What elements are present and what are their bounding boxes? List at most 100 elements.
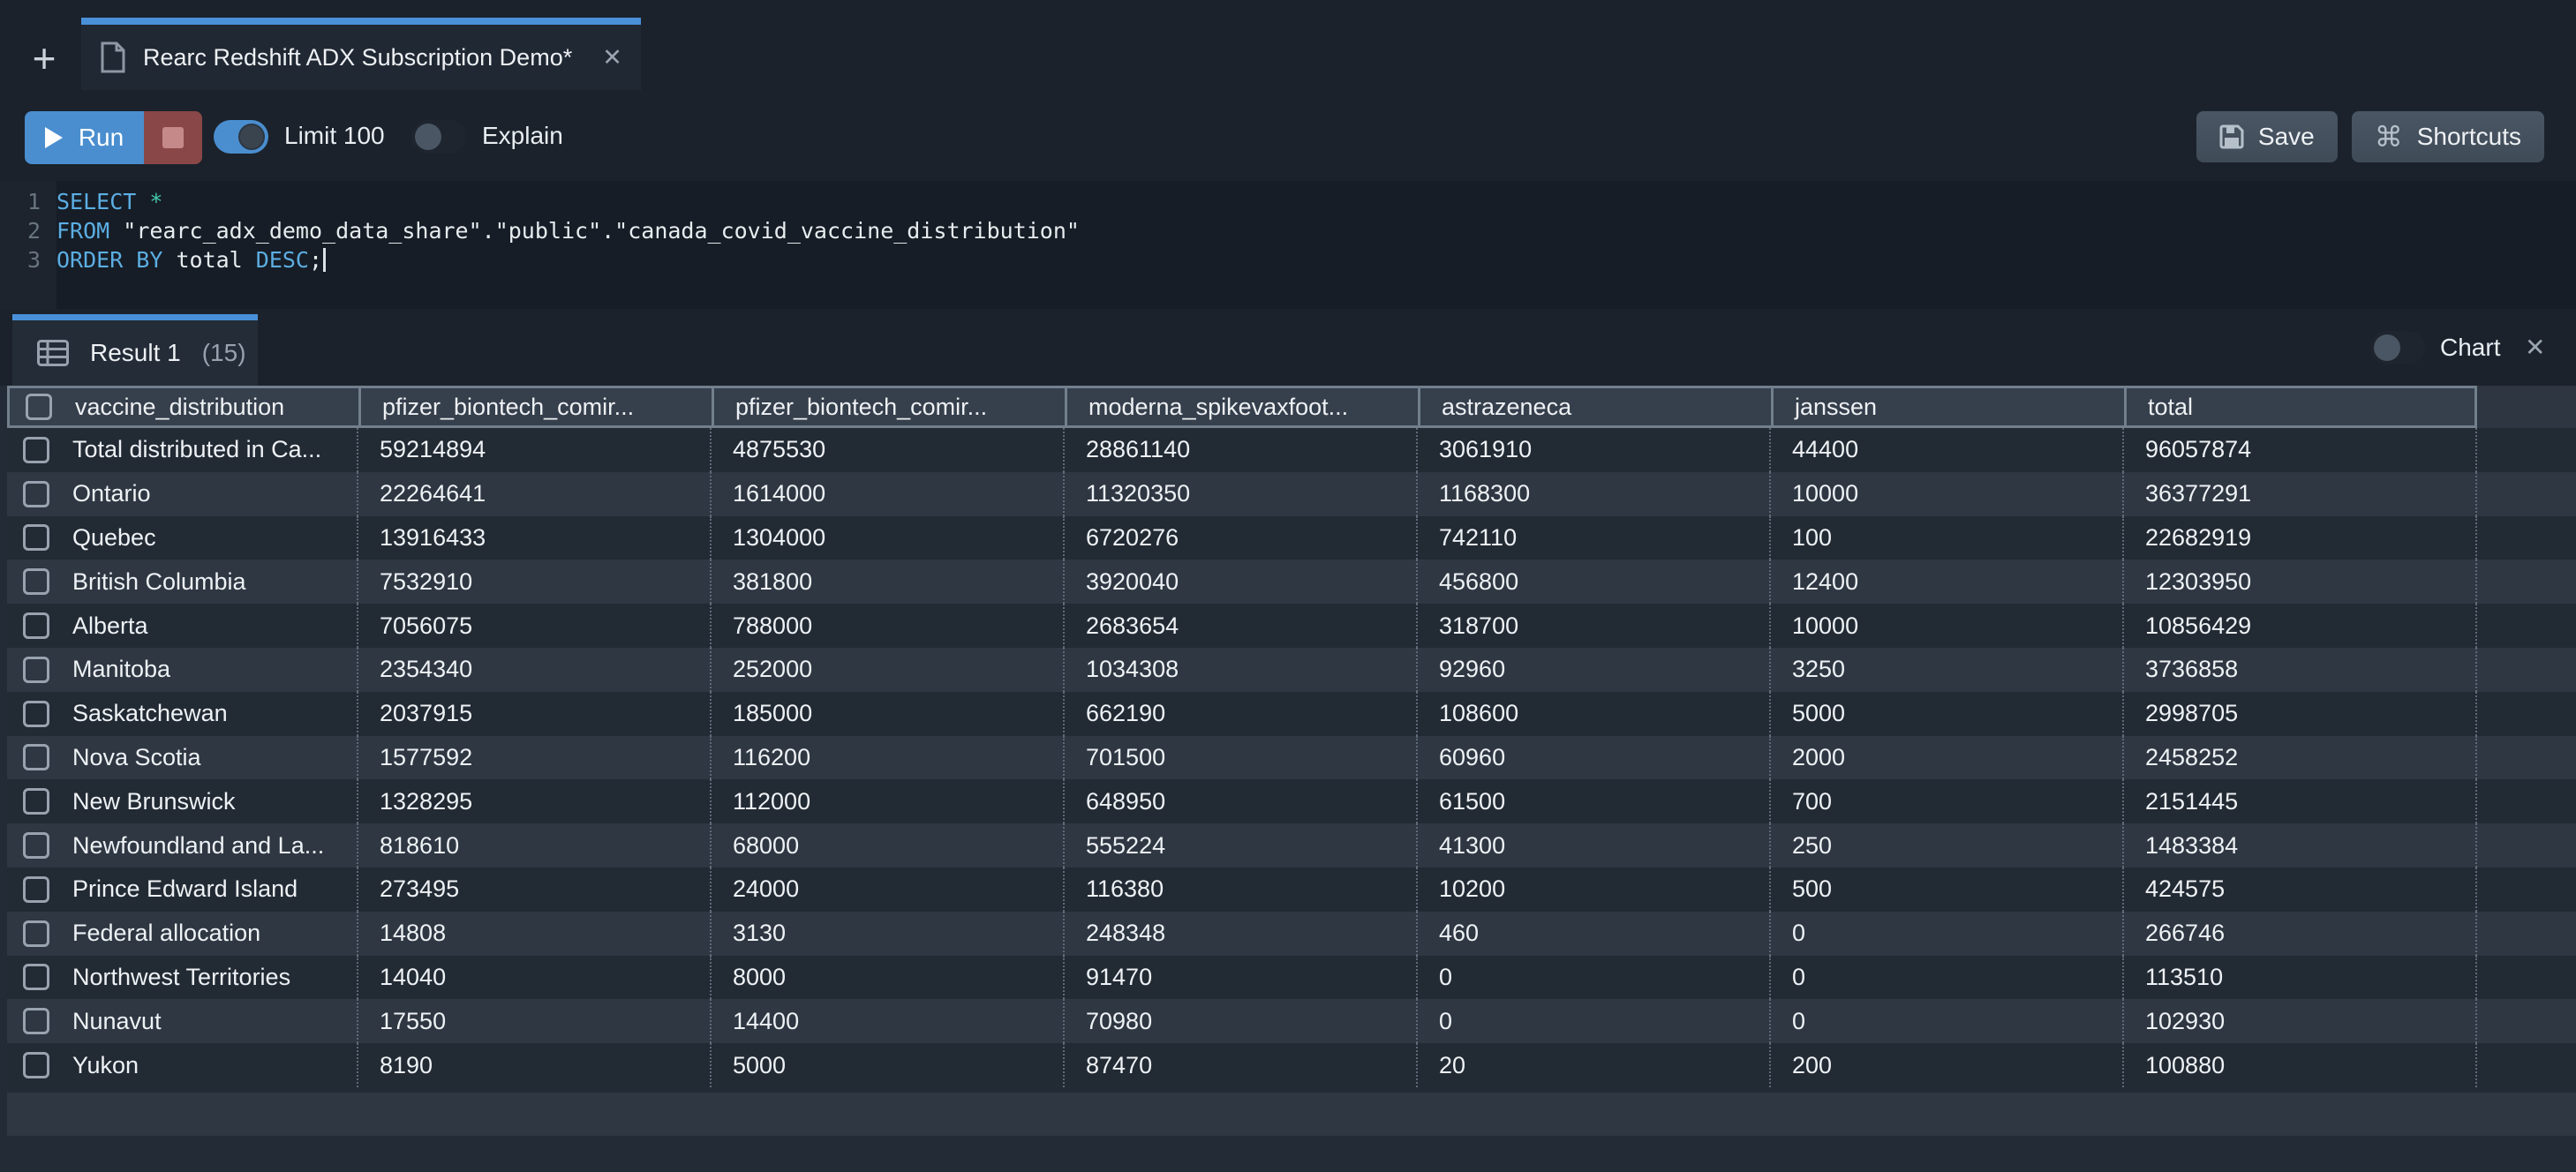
cell-text: 0: [1792, 963, 1806, 990]
row-checkbox[interactable]: [23, 1052, 49, 1079]
row-checkbox[interactable]: [23, 480, 49, 507]
table-row[interactable]: Federal allocation 14808 3130 248348 460 0 266…: [7, 911, 2576, 956]
table-footer-strip: [7, 1093, 2576, 1136]
column-header[interactable]: pfizer_biontech_comir...: [712, 386, 1065, 428]
cell-text: 116380: [1086, 875, 1164, 903]
cell-region-name: Saskatchewan: [7, 691, 358, 736]
row-checkbox[interactable]: [23, 568, 49, 596]
cell-value: 500: [1771, 867, 2124, 912]
results-table-header: vaccine_distribution pfizer_biontech_com…: [7, 386, 2576, 428]
cell-text: Saskatchewan: [72, 700, 228, 727]
row-checkbox[interactable]: [23, 656, 49, 683]
table-row[interactable]: Quebec 13916433 1304000 6720276 742110 100 226…: [7, 515, 2576, 560]
shortcuts-button[interactable]: ⌘ Shortcuts: [2351, 111, 2544, 162]
row-checkbox[interactable]: [23, 920, 49, 947]
limit-100-toggle[interactable]: [214, 120, 268, 154]
row-checkbox[interactable]: [23, 700, 49, 727]
table-row[interactable]: British Columbia 7532910 381800 3920040 4568…: [7, 560, 2576, 605]
table-row[interactable]: Northwest Territories 14040 8000 91470 0 0 113…: [7, 955, 2576, 1000]
cell-value: 788000: [712, 604, 1065, 648]
cell-text: 116200: [733, 743, 811, 770]
cell-text: 2000: [1792, 743, 1846, 770]
cell-text: 70980: [1086, 1007, 1153, 1034]
cell-region-name: Manitoba: [7, 647, 358, 692]
cell-region-name: Newfoundland and La...: [7, 823, 358, 868]
row-checkbox[interactable]: [23, 612, 49, 640]
cell-text: 60960: [1439, 743, 1506, 770]
column-header[interactable]: janssen: [1771, 386, 2124, 428]
table-row[interactable]: Ontario 22264641 1614000 11320350 1168300 100…: [7, 471, 2576, 516]
column-header[interactable]: astrazeneca: [1418, 386, 1771, 428]
new-tab-button[interactable]: +: [32, 35, 56, 81]
row-checkbox[interactable]: [23, 744, 49, 771]
cell-text: 0: [1439, 963, 1453, 990]
cell-text: Ontario: [72, 480, 151, 507]
run-button[interactable]: Run: [25, 111, 144, 164]
results-table-body: Total distributed in Ca... 59214894 487553…: [7, 428, 2576, 1087]
column-header[interactable]: moderna_spikevaxfoot...: [1065, 386, 1418, 428]
cell-text: 1328295: [380, 787, 473, 815]
save-label: Save: [2257, 123, 2315, 150]
cell-value: 5000: [1771, 691, 2124, 736]
tab-close-icon[interactable]: ✕: [602, 43, 622, 71]
cell-value: 662190: [1065, 691, 1418, 736]
explain-label: Explain: [482, 121, 563, 149]
cell-text: 100880: [2145, 1051, 2226, 1078]
chart-toggle[interactable]: [2370, 331, 2425, 364]
cell-value: 700: [1771, 779, 2124, 824]
row-checkbox[interactable]: [23, 436, 49, 463]
cell-value: 318700: [1418, 604, 1771, 648]
tab-result-1[interactable]: Result 1 (15): [12, 314, 258, 386]
cell-text: 0: [1792, 1007, 1806, 1034]
cell-value: 10000: [1771, 471, 2124, 516]
row-checkbox[interactable]: [23, 832, 49, 860]
sql-editor-line: 2 FROM "rearc_adx_demo_data_share"."publ…: [0, 216, 2576, 245]
column-header-label: astrazeneca: [1442, 393, 1572, 420]
select-all-checkbox[interactable]: [26, 394, 52, 420]
column-header[interactable]: total: [2124, 386, 2477, 428]
cell-text: 250: [1792, 831, 1833, 859]
row-checkbox[interactable]: [23, 788, 49, 815]
table-row[interactable]: Newfoundland and La... 818610 68000 555224 4…: [7, 823, 2576, 868]
cell-value: 100: [1771, 515, 2124, 560]
table-row[interactable]: Alberta 7056075 788000 2683654 318700 10000 10…: [7, 604, 2576, 648]
cell-text: 14400: [733, 1007, 800, 1034]
results-close-icon[interactable]: ✕: [2525, 334, 2546, 361]
row-checkbox[interactable]: [23, 1008, 49, 1035]
cell-text: 185000: [733, 700, 813, 727]
cell-text: 252000: [733, 656, 813, 683]
row-checkbox[interactable]: [23, 875, 49, 903]
row-checkbox[interactable]: [23, 964, 49, 991]
cell-text: Newfoundland and La...: [72, 831, 325, 859]
sql-line-code: ORDER BY total DESC;: [56, 247, 327, 273]
document-icon: [101, 41, 125, 73]
column-header[interactable]: vaccine_distribution: [7, 386, 358, 428]
column-header-label: moderna_spikevaxfoot...: [1088, 393, 1349, 420]
line-number: 3: [26, 247, 41, 273]
save-button[interactable]: Save: [2196, 111, 2338, 162]
cell-text: 10856429: [2145, 612, 2252, 639]
result-tab-label: Result 1: [90, 339, 181, 366]
text-cursor: [323, 248, 327, 272]
table-row[interactable]: Prince Edward Island 273495 24000 116380 102…: [7, 867, 2576, 912]
table-row[interactable]: Manitoba 2354340 252000 1034308 92960 3250 373…: [7, 647, 2576, 692]
stop-button[interactable]: [144, 111, 202, 164]
table-row[interactable]: Saskatchewan 2037915 185000 662190 108600 500…: [7, 691, 2576, 736]
cell-text: 1034308: [1086, 656, 1179, 683]
column-header-label: pfizer_biontech_comir...: [735, 393, 988, 420]
table-row[interactable]: Nova Scotia 1577592 116200 701500 60960 2000 2…: [7, 735, 2576, 780]
explain-toggle[interactable]: [411, 120, 466, 154]
table-row[interactable]: Nunavut 17550 14400 70980 0 0 102930: [7, 999, 2576, 1044]
cell-value: 8190: [358, 1043, 712, 1087]
cell-value: 2037915: [358, 691, 712, 736]
column-header[interactable]: pfizer_biontech_comir...: [358, 386, 712, 428]
cell-value: 456800: [1418, 560, 1771, 605]
tab-rearc-redshift-demo[interactable]: Rearc Redshift ADX Subscription Demo* ✕: [81, 18, 641, 90]
command-icon: ⌘: [2374, 121, 2403, 153]
table-row[interactable]: Total distributed in Ca... 59214894 487553…: [7, 428, 2576, 472]
table-row[interactable]: New Brunswick 1328295 112000 648950 61500 700…: [7, 779, 2576, 824]
row-checkbox[interactable]: [23, 524, 49, 552]
table-row[interactable]: Yukon 8190 5000 87470 20 200 100880: [7, 1043, 2576, 1087]
sql-editor[interactable]: 1 SELECT * 2 FROM "rearc_adx_demo_data_s…: [0, 181, 2576, 309]
sql-token: *: [149, 189, 163, 214]
